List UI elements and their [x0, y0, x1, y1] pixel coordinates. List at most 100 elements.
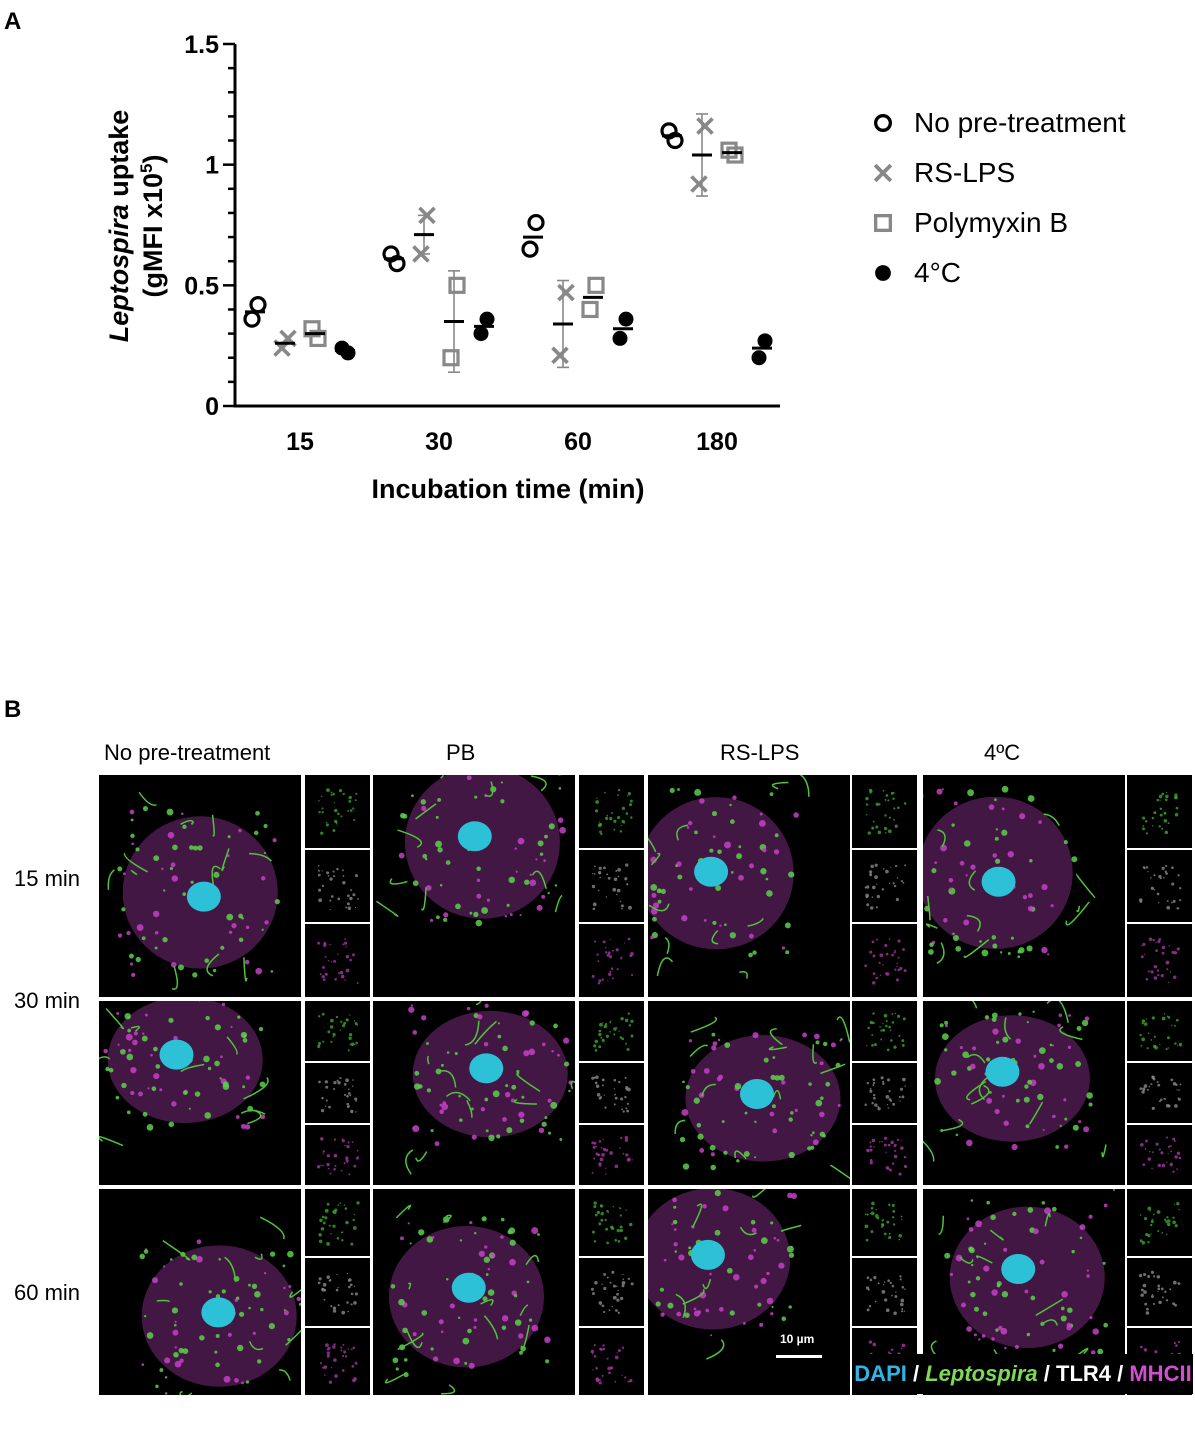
spirochete [938, 1215, 945, 1236]
speckle [970, 1291, 976, 1298]
speckle [1052, 1114, 1056, 1119]
micrograph [930, 1189, 1116, 1373]
speckle [409, 1242, 412, 1245]
speckle [729, 932, 737, 939]
speckle [1052, 1348, 1056, 1353]
speckle [431, 1235, 435, 1239]
speckle [466, 775, 472, 781]
y-axis: 0 0.5 1 1.5 [184, 31, 237, 421]
speckle [412, 1332, 417, 1337]
spirochete [531, 870, 547, 890]
speckle [433, 1356, 439, 1362]
speckle [652, 916, 657, 922]
speckle [162, 1265, 166, 1268]
speckle [784, 922, 791, 929]
speckle [1033, 1054, 1037, 1058]
spirochete [248, 1340, 264, 1351]
x-axis-label: Incubation time (min) [372, 474, 645, 504]
spirochete [426, 1055, 430, 1065]
speckle [141, 936, 146, 941]
speckle [753, 1249, 757, 1252]
legend-label: 4°C [914, 257, 961, 288]
channel-thumbnail [304, 774, 371, 849]
speckle [519, 913, 522, 917]
speckle [242, 1085, 246, 1089]
speckle [215, 1294, 221, 1299]
speckle [218, 1257, 221, 1261]
speckle [677, 874, 683, 880]
speckle [182, 1348, 189, 1355]
speckle [197, 845, 203, 851]
spirochete [384, 1371, 408, 1384]
speckle [171, 1101, 177, 1107]
speckle [150, 1053, 153, 1057]
channel-thumbnail-image [591, 862, 632, 910]
speckle [1026, 1021, 1029, 1024]
nucleus [739, 1079, 774, 1110]
speckle [751, 1227, 757, 1233]
speckle [259, 1081, 266, 1088]
speckle [412, 880, 419, 887]
speckle [733, 1273, 740, 1281]
speckle [1032, 1010, 1035, 1013]
speckle [929, 942, 934, 947]
speckle [430, 1347, 434, 1351]
speckle [1086, 1269, 1089, 1272]
channel-thumbnail [851, 1062, 918, 1124]
channel-thumbnail-image [1138, 1271, 1181, 1316]
speckle [736, 1159, 740, 1163]
speckle [251, 1283, 258, 1289]
speckle [742, 1321, 746, 1325]
spirochete [971, 1001, 978, 1009]
speckle [153, 1046, 158, 1052]
speckle [481, 1216, 487, 1222]
spirochete [224, 1256, 237, 1282]
speckle [135, 956, 141, 963]
speckle [699, 798, 705, 804]
speckle [1012, 1211, 1017, 1217]
speckle [426, 1042, 429, 1045]
speckle [207, 1066, 212, 1071]
speckle [778, 1262, 785, 1269]
channel-thumbnail [1126, 1124, 1193, 1186]
speckle [1092, 1328, 1099, 1335]
speckle [559, 826, 567, 834]
nucleus [186, 881, 221, 912]
speckle [170, 862, 176, 868]
speckle [1027, 1207, 1034, 1213]
speckle [712, 920, 717, 925]
speckle [676, 1311, 682, 1317]
speckle [139, 1253, 145, 1260]
speckle [1038, 1062, 1045, 1070]
speckle [730, 871, 734, 874]
speckle [557, 817, 564, 824]
spirochete [937, 829, 946, 848]
speckle [711, 1032, 716, 1037]
speckle [164, 1357, 171, 1364]
speckle [655, 1301, 661, 1307]
speckle [671, 1223, 674, 1226]
scale-bar-label: 10 µm [780, 1332, 815, 1346]
speckle [402, 1327, 408, 1334]
channel-thumbnail-image [865, 788, 907, 835]
main-micrograph [372, 1188, 576, 1396]
speckle [178, 964, 185, 971]
speckle [944, 1048, 948, 1052]
channel-thumbnail [304, 848, 371, 924]
speckle [673, 1228, 677, 1231]
spirochete [739, 1226, 757, 1236]
speckle [136, 924, 144, 931]
speckle [516, 1069, 520, 1074]
speckle [142, 1032, 145, 1035]
speckle [1027, 1079, 1033, 1085]
channel-thumbnail [304, 1188, 371, 1258]
spirochete [1046, 1001, 1069, 1023]
speckle [167, 831, 175, 839]
spirochete [1042, 1319, 1058, 1326]
speckle [981, 949, 989, 957]
spirochete [682, 1288, 705, 1305]
speckle [759, 812, 763, 816]
speckle [970, 864, 976, 870]
speckle [1064, 1117, 1068, 1121]
speckle [263, 851, 266, 854]
